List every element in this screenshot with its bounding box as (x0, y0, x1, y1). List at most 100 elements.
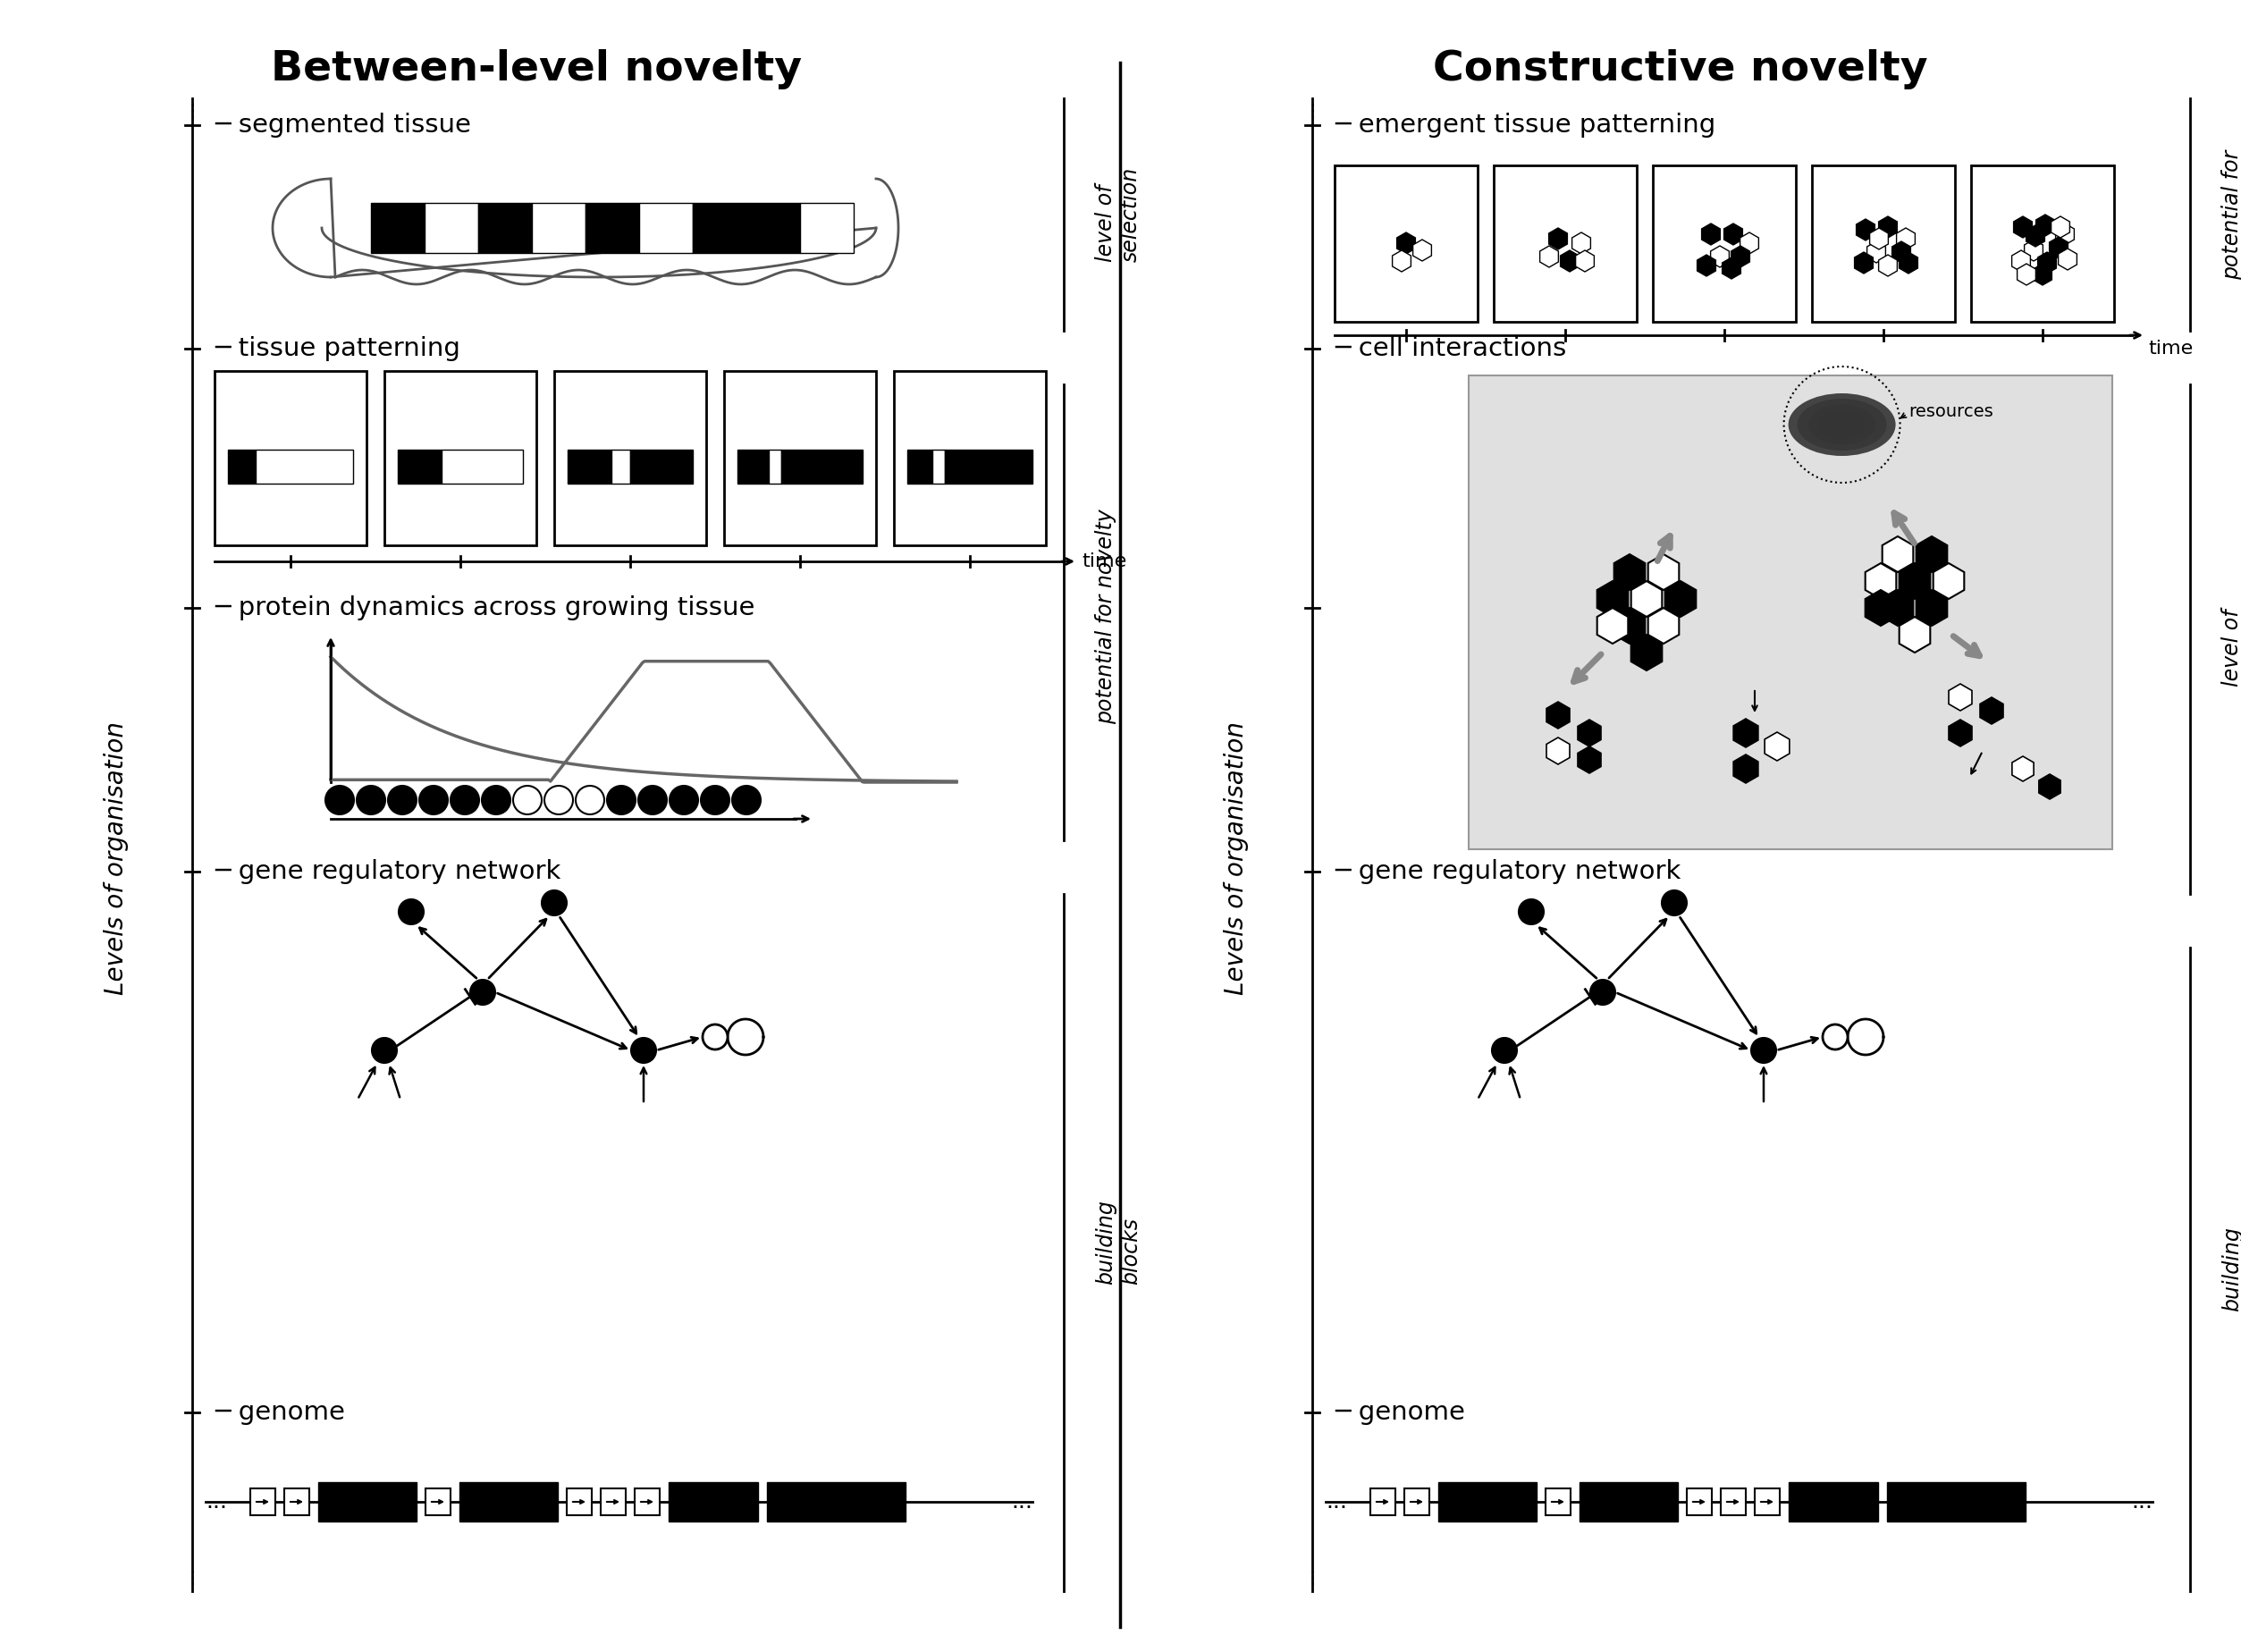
Bar (477, 203, 531, 253)
Bar (782, 449, 863, 484)
Bar (441, 449, 522, 484)
Polygon shape (1631, 634, 1663, 671)
Polygon shape (1575, 251, 1593, 273)
Polygon shape (2026, 225, 2044, 246)
Polygon shape (2012, 757, 2035, 781)
Text: potential for novelty: potential for novelty (1096, 509, 1116, 725)
Text: ─ protein dynamics across growing tissue: ─ protein dynamics across growing tissue (215, 595, 755, 621)
Bar (1721, 1488, 1746, 1515)
Text: ─ genome: ─ genome (215, 1399, 345, 1426)
Circle shape (639, 786, 668, 814)
Bar (737, 449, 769, 484)
Bar (385, 372, 536, 545)
Bar (1887, 1482, 2026, 1521)
Bar (1788, 1482, 1878, 1521)
Polygon shape (1950, 720, 1972, 747)
Polygon shape (2015, 216, 2033, 238)
Bar (769, 449, 782, 484)
Text: building
blocks: building blocks (2221, 1227, 2241, 1312)
Polygon shape (1578, 720, 1600, 747)
Bar (1546, 1488, 1571, 1515)
Polygon shape (1696, 254, 1717, 276)
Bar (946, 449, 1033, 484)
Bar (1654, 165, 1795, 322)
Bar (368, 183, 894, 273)
Polygon shape (1631, 582, 1663, 616)
Polygon shape (1392, 251, 1412, 273)
Polygon shape (1549, 228, 1566, 249)
Polygon shape (1950, 684, 1972, 710)
Bar (1495, 165, 1636, 322)
Bar (1369, 1488, 1396, 1515)
Circle shape (356, 786, 385, 814)
Polygon shape (1598, 582, 1627, 616)
Ellipse shape (1797, 398, 1887, 451)
Bar (932, 449, 946, 484)
Polygon shape (1867, 241, 1885, 263)
Circle shape (482, 786, 511, 814)
Polygon shape (1710, 246, 1730, 268)
Bar (668, 1482, 757, 1521)
Bar (1468, 375, 2113, 849)
Polygon shape (1916, 590, 1947, 626)
Polygon shape (2057, 248, 2077, 269)
Bar (634, 1488, 659, 1515)
Polygon shape (1732, 755, 1759, 783)
Circle shape (471, 980, 495, 1004)
Polygon shape (1916, 537, 1947, 572)
Circle shape (733, 786, 760, 814)
Text: ⋮: ⋮ (184, 102, 202, 121)
Circle shape (701, 786, 728, 814)
Bar (1439, 1482, 1537, 1521)
Text: ...: ... (1327, 1492, 1347, 1513)
Bar (1580, 1482, 1679, 1521)
Text: level of
selection: level of selection (2221, 591, 2241, 687)
Polygon shape (1647, 608, 1679, 644)
Polygon shape (1981, 697, 2003, 724)
Circle shape (1591, 980, 1616, 1004)
Circle shape (399, 899, 424, 925)
Polygon shape (2055, 223, 2075, 244)
Polygon shape (1723, 223, 1743, 244)
Polygon shape (1571, 233, 1591, 254)
Bar (531, 203, 585, 253)
Polygon shape (1739, 233, 1759, 254)
Polygon shape (1578, 747, 1600, 773)
Polygon shape (2033, 264, 2053, 286)
Text: time: time (2149, 340, 2194, 357)
Circle shape (372, 1037, 397, 1062)
Circle shape (607, 786, 636, 814)
Polygon shape (2051, 216, 2071, 238)
Bar (724, 372, 876, 545)
Polygon shape (1856, 220, 1876, 241)
Bar (1687, 1488, 1712, 1515)
Polygon shape (2037, 253, 2057, 274)
Bar (630, 449, 692, 484)
Polygon shape (1665, 582, 1696, 616)
Bar (766, 1482, 905, 1521)
Circle shape (325, 786, 354, 814)
Bar (554, 372, 706, 545)
Polygon shape (1856, 253, 1873, 274)
Polygon shape (1560, 251, 1580, 273)
Text: ─ gene regulatory network: ─ gene regulatory network (1336, 859, 1681, 884)
Polygon shape (2012, 251, 2030, 273)
Ellipse shape (1808, 405, 1876, 444)
Polygon shape (1896, 228, 1916, 249)
Circle shape (1822, 1024, 1847, 1049)
Text: Levels of organisation: Levels of organisation (1224, 722, 1248, 995)
Bar (459, 1482, 558, 1521)
Bar (692, 203, 746, 253)
Polygon shape (1878, 254, 1898, 276)
Polygon shape (1701, 223, 1721, 244)
Circle shape (388, 786, 417, 814)
Polygon shape (1878, 216, 1898, 238)
Ellipse shape (1788, 393, 1896, 456)
Bar (1972, 165, 2113, 322)
Text: ─ segmented tissue: ─ segmented tissue (215, 112, 471, 137)
Text: ─ tissue patterning: ─ tissue patterning (215, 335, 459, 362)
Circle shape (1519, 899, 1544, 925)
Text: ─ emergent tissue patterning: ─ emergent tissue patterning (1336, 112, 1717, 137)
Text: ─ gene regulatory network: ─ gene regulatory network (215, 859, 560, 884)
Circle shape (542, 890, 567, 915)
